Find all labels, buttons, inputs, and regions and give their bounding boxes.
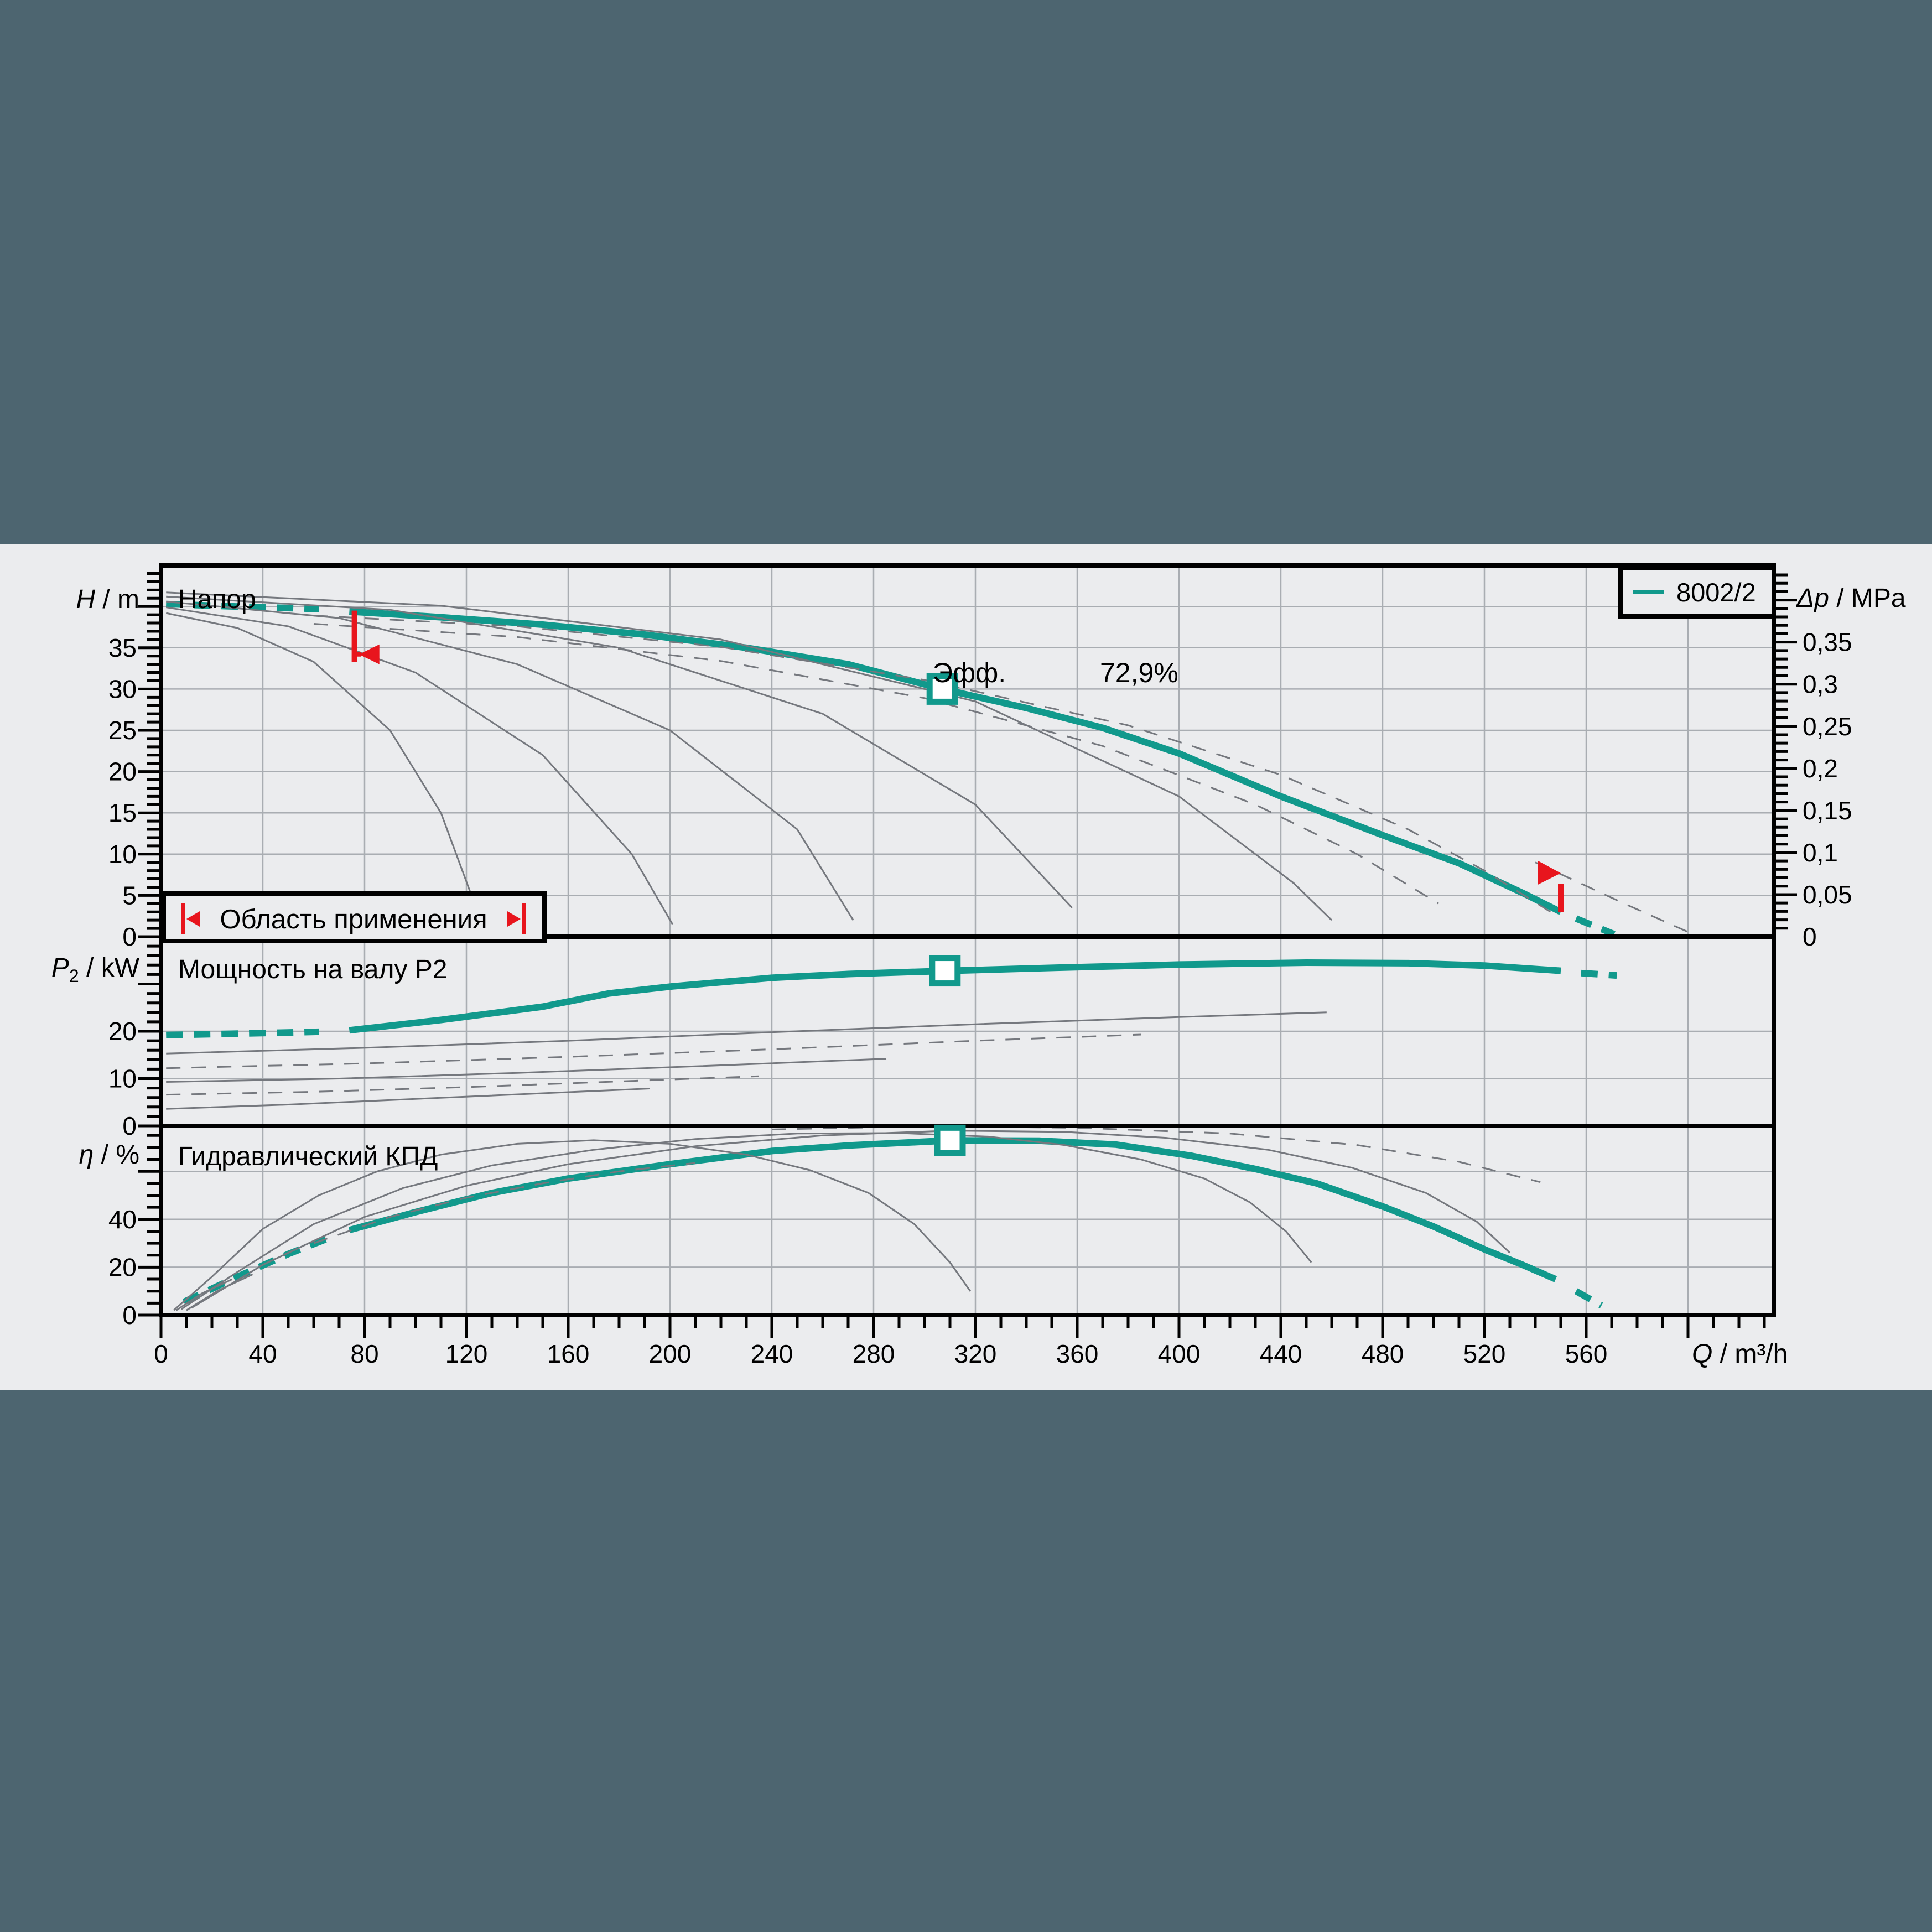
family-curve xyxy=(166,595,1073,908)
power-chart-title: Мощность на валу P2 xyxy=(178,955,448,984)
x-tick-label: 360 xyxy=(1056,1339,1099,1368)
dp-axis-title: Δp / MPa xyxy=(1796,584,1906,613)
x-tick-label: 80 xyxy=(350,1339,378,1368)
x-tick-label: 0 xyxy=(154,1339,168,1368)
x-tick-label: 200 xyxy=(649,1339,692,1368)
y-tick-label: 10 xyxy=(108,840,137,869)
family-curve xyxy=(166,591,1333,921)
y-tick-label: 10 xyxy=(108,1064,137,1093)
curve-8002/2[interactable] xyxy=(165,600,319,612)
eff-chart-title: Гидравлический КПД xyxy=(178,1142,438,1171)
curve-8002/2[interactable] xyxy=(348,1137,1557,1282)
y-tick-label: 0 xyxy=(122,1112,137,1140)
duty-point-markers[interactable] xyxy=(926,673,966,1156)
x-tick-label: 440 xyxy=(1260,1339,1302,1368)
curve-8002/2[interactable] xyxy=(1575,915,1616,938)
x-tick-label: 320 xyxy=(954,1339,997,1368)
y-tick-label: 20 xyxy=(108,1017,137,1046)
dp-tick-label: 0,15 xyxy=(1803,796,1852,825)
y-tick-label: 15 xyxy=(108,798,137,827)
y-tick-label: 0 xyxy=(122,922,137,951)
flow-limit-markers[interactable] xyxy=(351,610,1564,912)
x-tick-label: 520 xyxy=(1463,1339,1506,1368)
curve-8002/2[interactable] xyxy=(349,959,1561,1034)
eta-axis-title: η / % xyxy=(79,1140,139,1170)
application-range-label: Область применения xyxy=(220,905,487,934)
family-curve xyxy=(166,1088,650,1110)
range-left-arrow-icon xyxy=(186,911,200,927)
head-chart-title: Напор xyxy=(178,585,256,614)
legend-series-label: 8002/2 xyxy=(1676,578,1756,607)
dp-tick-label: 0,3 xyxy=(1803,670,1838,699)
family-curve xyxy=(313,615,1551,913)
y-tick-label: 25 xyxy=(108,716,137,745)
efficiency-callout-value: 72,9% xyxy=(1100,657,1178,688)
dp-tick-label: 0,35 xyxy=(1803,628,1852,657)
family-curve xyxy=(175,1278,233,1311)
family-curve xyxy=(166,1033,1141,1069)
curves xyxy=(165,591,1694,1311)
efficiency-callout-word: Эфф. xyxy=(933,657,1006,688)
family-curve xyxy=(1535,861,1694,935)
p2-axis-title: P2 / kW xyxy=(51,953,140,986)
x-tick-label: 280 xyxy=(853,1339,895,1368)
family-curve xyxy=(165,606,673,925)
curve-8002/2[interactable] xyxy=(1581,969,1617,979)
max-flow-arrow-icon[interactable] xyxy=(1538,860,1561,885)
curve-8002/2[interactable] xyxy=(349,608,1562,915)
legend[interactable]: 8002/2 xyxy=(1618,565,1776,619)
x-tick-label: 560 xyxy=(1565,1339,1608,1368)
family-curve xyxy=(166,1011,1327,1055)
duty-marker-eff[interactable] xyxy=(934,1124,966,1156)
curve-8002/2[interactable] xyxy=(166,1028,319,1038)
y-tick-label: 0 xyxy=(122,1301,137,1329)
dp-tick-label: 0,1 xyxy=(1803,838,1838,867)
range-left-bar xyxy=(181,903,185,934)
x-tick-label: 240 xyxy=(751,1339,793,1368)
min-flow-arrow-icon[interactable] xyxy=(359,644,380,664)
panel-background xyxy=(0,544,1932,1390)
duty-marker-head[interactable] xyxy=(926,673,958,705)
dp-tick-label: 0 xyxy=(1803,922,1817,951)
family-curve xyxy=(180,1132,1312,1310)
y-tick-label: 30 xyxy=(108,674,137,703)
y-tick-label: 5 xyxy=(122,881,137,910)
y-tick-label: 20 xyxy=(108,757,137,786)
gridlines xyxy=(161,565,1774,1315)
duty-marker-power[interactable] xyxy=(929,955,961,987)
dp-tick-label: 0,05 xyxy=(1803,880,1852,909)
family-curve xyxy=(186,1274,253,1311)
x-tick-label: 400 xyxy=(1158,1339,1201,1368)
dp-tick-label: 0,2 xyxy=(1803,754,1838,783)
family-curve xyxy=(313,623,1439,905)
family-curve xyxy=(166,1058,887,1083)
family-curve xyxy=(173,1139,972,1311)
axis-ticks-and-labels: 0 5 10 15 20 25 30 35 0,35 0,3 0,25 0,2 0,15 0,1 0,05 0… xyxy=(108,572,1852,1368)
y-tick-label: 35 xyxy=(108,633,137,662)
dp-tick-label: 0,25 xyxy=(1803,712,1852,741)
curve-8002/2[interactable] xyxy=(1574,1288,1603,1308)
h-axis-title: H / m xyxy=(76,585,139,614)
application-range-frame xyxy=(162,891,547,943)
x-tick-label: 480 xyxy=(1362,1339,1404,1368)
range-right-arrow-icon xyxy=(507,911,521,927)
x-tick-label: 120 xyxy=(445,1339,488,1368)
y-tick-label: 20 xyxy=(108,1253,137,1281)
y-tick-label: 40 xyxy=(108,1205,137,1234)
application-range-box: Область применения xyxy=(162,891,547,943)
family-curve xyxy=(166,600,854,921)
q-axis-title: Q / m³/h xyxy=(1692,1339,1788,1369)
x-tick-label: 160 xyxy=(547,1339,590,1368)
x-tick-label: 40 xyxy=(248,1339,277,1368)
range-right-bar xyxy=(522,903,526,934)
